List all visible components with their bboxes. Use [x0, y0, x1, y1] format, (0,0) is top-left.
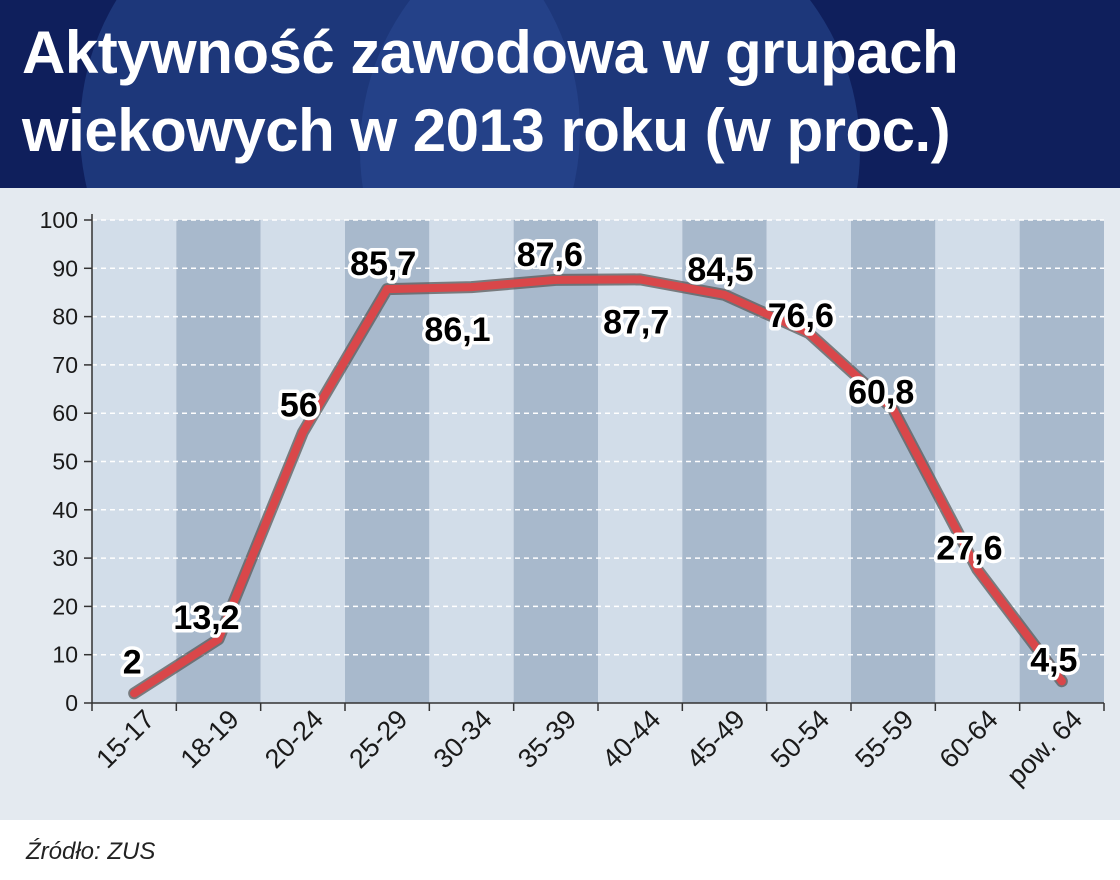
data-point	[214, 635, 223, 644]
y-tick-label: 80	[52, 304, 78, 330]
y-tick-label: 60	[52, 400, 78, 426]
data-label-halo: 87,6	[517, 236, 583, 274]
y-tick-label: 50	[52, 449, 78, 475]
data-label: 86,1	[424, 311, 490, 349]
data-label: 2	[123, 643, 142, 681]
data-label: 85,7	[350, 245, 416, 283]
data-label-halo: 86,1	[424, 311, 490, 349]
header-decor-circle	[360, 0, 860, 188]
header-background	[0, 0, 1120, 188]
y-tick-label: 70	[52, 352, 78, 378]
x-tick-label: 40-44	[596, 704, 666, 774]
y-tick-label: 30	[52, 545, 78, 571]
data-point	[804, 329, 813, 338]
data-label-halo: 13,2	[173, 599, 239, 637]
chart-area: 0 10 20 30 40 50 60 70 80 90 100 15-17 18-19 20-24 25-…	[0, 188, 1120, 820]
data-point	[298, 428, 307, 437]
source-note: Źródło: ZUS	[26, 838, 156, 865]
y-tick-label: 0	[65, 690, 78, 716]
x-tick-label: 50-54	[765, 704, 835, 774]
x-tick-label: 15-17	[90, 704, 160, 774]
data-label: 4,5	[1030, 641, 1077, 679]
data-label: 87,6	[517, 236, 583, 274]
x-tick-label: 25-29	[343, 704, 413, 774]
plot-band	[92, 220, 177, 703]
data-point	[720, 290, 729, 299]
data-point	[551, 275, 560, 284]
y-tick-label: 20	[52, 593, 78, 619]
data-label: 13,2	[173, 599, 239, 637]
x-tick-label: 18-19	[175, 704, 245, 774]
data-point	[1057, 677, 1066, 686]
data-label-halo: 85,7	[350, 245, 416, 283]
data-label-halo: 84,5	[687, 251, 753, 289]
series-line	[130, 275, 1066, 698]
plot-band	[1019, 220, 1104, 703]
x-tick-label: 45-49	[681, 704, 751, 774]
data-label-halo: 2	[123, 643, 142, 681]
data-label-halo: 56	[280, 387, 318, 425]
data-label: 27,6	[936, 530, 1002, 568]
x-tick-label: 30-34	[428, 704, 498, 774]
x-tick-label: 20-24	[259, 704, 329, 774]
y-tick-label: 100	[40, 207, 78, 233]
data-point	[130, 689, 139, 698]
data-label-halo: 76,6	[768, 297, 834, 335]
data-label-halo: 60,8	[848, 373, 914, 411]
data-label-halo: 87,7	[603, 303, 669, 341]
data-point	[973, 565, 982, 574]
data-point	[636, 275, 645, 284]
data-label: 56	[280, 387, 318, 425]
x-tick-label: 55-59	[849, 704, 919, 774]
chart-title: Aktywność zawodowa w grupach wiekowych w…	[22, 19, 959, 164]
data-label: 60,8	[848, 373, 914, 411]
y-tick-label: 90	[52, 255, 78, 281]
data-point	[889, 405, 898, 414]
data-label: 76,6	[768, 297, 834, 335]
data-label: 87,7	[603, 303, 669, 341]
y-tick-label: 10	[52, 642, 78, 668]
data-label-halo: 4,5	[1030, 641, 1077, 679]
y-tick-label: 40	[52, 497, 78, 523]
x-tick-label: 35-39	[512, 704, 582, 774]
data-point	[467, 283, 476, 292]
line-chart: 0 10 20 30 40 50 60 70 80 90 100 15-17 18-19 20-24 25-…	[40, 207, 1105, 791]
data-point	[383, 285, 392, 294]
x-tick-label: pow. 64	[1001, 704, 1088, 791]
x-tick-label: 60-64	[934, 704, 1004, 774]
chart-header: Aktywność zawodowa w grupach wiekowych w…	[0, 0, 1120, 188]
data-label: 84,5	[687, 251, 753, 289]
data-label-halo: 27,6	[936, 530, 1002, 568]
